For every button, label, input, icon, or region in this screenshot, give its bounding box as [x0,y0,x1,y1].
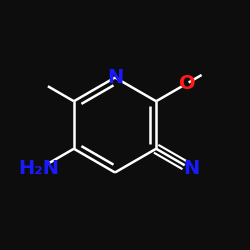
Text: H₂N: H₂N [19,159,60,178]
Text: N: N [183,160,199,178]
Text: O: O [179,74,196,93]
Text: N: N [107,68,123,87]
